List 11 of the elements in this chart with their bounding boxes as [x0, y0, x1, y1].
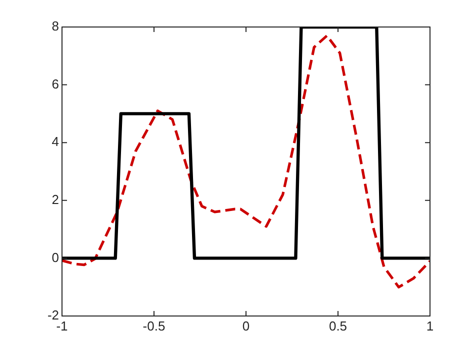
y-tick-label: 4 [52, 134, 59, 150]
y-tick-label: 0 [52, 250, 59, 265]
x-tick-label: 0.5 [328, 318, 348, 334]
y-tick-label: 2 [52, 192, 59, 207]
y-tick-label: -2 [47, 308, 59, 323]
x-tick-label: -0.5 [142, 318, 166, 334]
x-tick-label: -1 [56, 318, 68, 334]
x-tick-label: 1 [426, 318, 434, 334]
y-tick-label: 8 [52, 18, 59, 34]
y-tick-label: 6 [52, 76, 59, 92]
x-tick-label: 0 [242, 318, 250, 334]
